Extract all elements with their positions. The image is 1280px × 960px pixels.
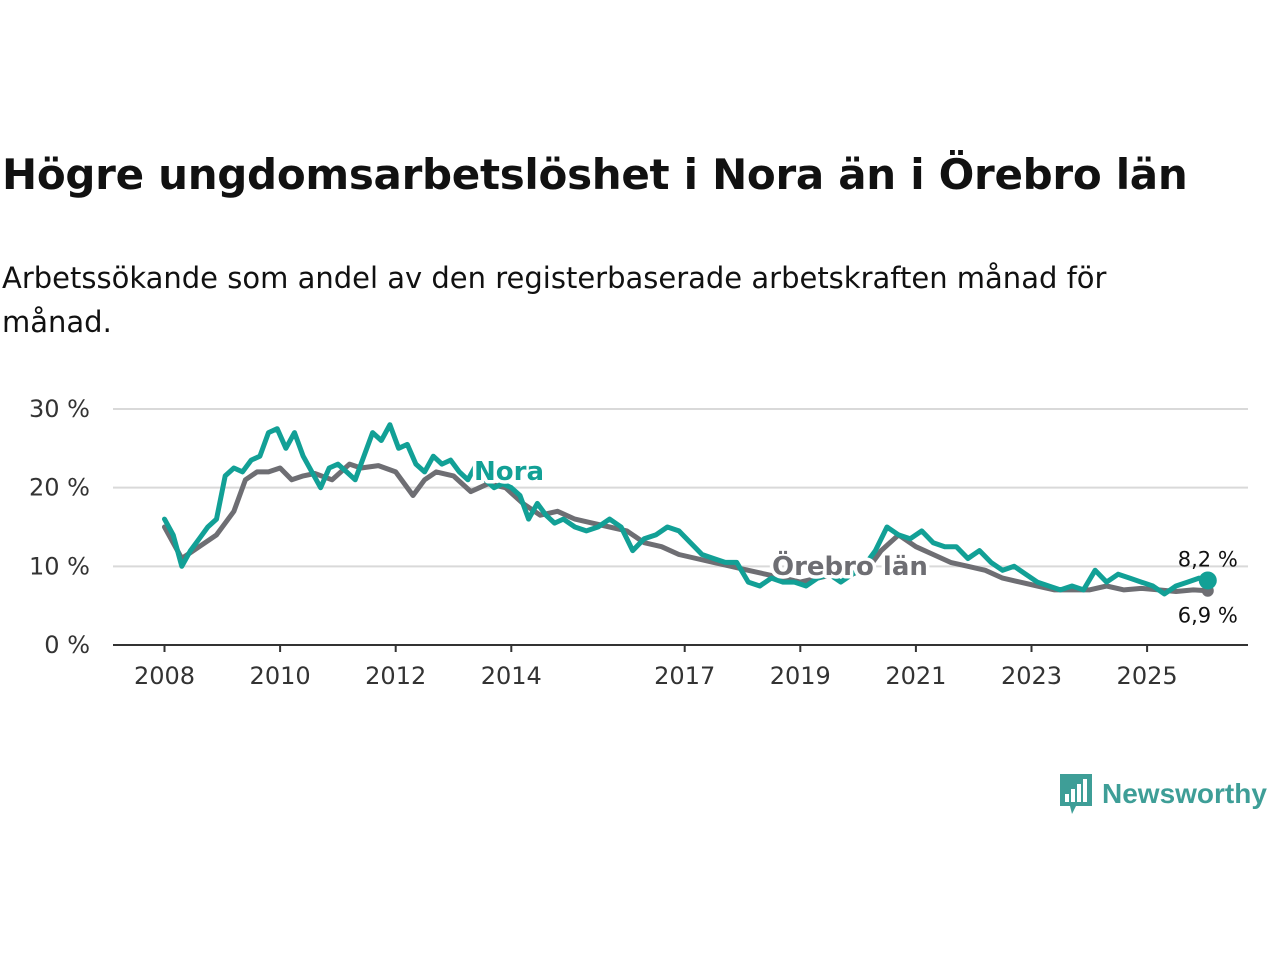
page-title: Högre ungdomsarbetslöshet i Nora än i Ör…	[2, 150, 1188, 199]
newsworthy-logo-icon	[1060, 774, 1092, 814]
end-markers: 6,9 % 8,2 %	[1178, 547, 1238, 627]
y-tick-label-10: 10 %	[29, 552, 90, 580]
brand-name: Newsworthy	[1102, 778, 1267, 809]
x-tick-label-2010: 2010	[250, 662, 311, 690]
end-dot-nora	[1198, 571, 1217, 590]
end-value-label-nora: 8,2 %	[1178, 547, 1238, 571]
x-tick-label-2012: 2012	[365, 662, 426, 690]
series-line-nora	[162, 422, 1211, 597]
y-axis-ticks: 0 % 10 % 20 % 30 %	[29, 395, 90, 659]
x-axis-ticks: 2008 2010 2012 2014 2017 2019 2021 2023 2025	[134, 645, 1178, 690]
line-chart: 0 % 10 % 20 % 30 % 2008 2010 2012 2014 2017 2019…	[29, 395, 1248, 690]
y-tick-label-30: 30 %	[29, 395, 90, 423]
y-tick-label-20: 20 %	[29, 474, 90, 502]
series-label-nora: Nora	[474, 457, 544, 487]
series-lines	[162, 422, 1211, 597]
series-label-orebro-lan: Örebro län	[772, 549, 928, 582]
x-tick-label-2008: 2008	[134, 662, 195, 690]
x-tick-label-2021: 2021	[885, 662, 946, 690]
x-tick-label-2017: 2017	[654, 662, 715, 690]
x-tick-label-2014: 2014	[481, 662, 542, 690]
x-tick-label-2019: 2019	[770, 662, 831, 690]
page-subtitle: Arbetssökande som andel av den registerb…	[2, 261, 1107, 339]
x-tick-label-2025: 2025	[1117, 662, 1178, 690]
x-tick-label-2023: 2023	[1001, 662, 1062, 690]
newsworthy-logo: Newsworthy	[1058, 772, 1267, 816]
gridlines	[113, 408, 1248, 568]
y-tick-label-0: 0 %	[44, 631, 90, 659]
end-value-label-orebro-lan: 6,9 %	[1178, 604, 1238, 628]
series-labels: Nora Örebro län	[471, 454, 932, 586]
